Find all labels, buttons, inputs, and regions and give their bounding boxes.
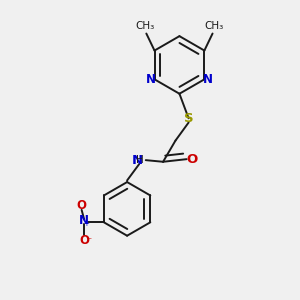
Text: O: O — [76, 199, 86, 212]
Text: N: N — [146, 73, 156, 86]
Text: ⁻: ⁻ — [86, 236, 92, 246]
Text: S: S — [184, 112, 194, 125]
Text: +: + — [83, 221, 89, 227]
Text: N: N — [79, 214, 88, 227]
Text: H: H — [136, 155, 144, 165]
Text: O: O — [186, 153, 197, 166]
Text: CH₃: CH₃ — [204, 21, 223, 31]
Text: N: N — [132, 154, 143, 166]
Text: N: N — [203, 73, 213, 86]
Text: CH₃: CH₃ — [136, 21, 155, 31]
Text: O: O — [79, 234, 89, 247]
